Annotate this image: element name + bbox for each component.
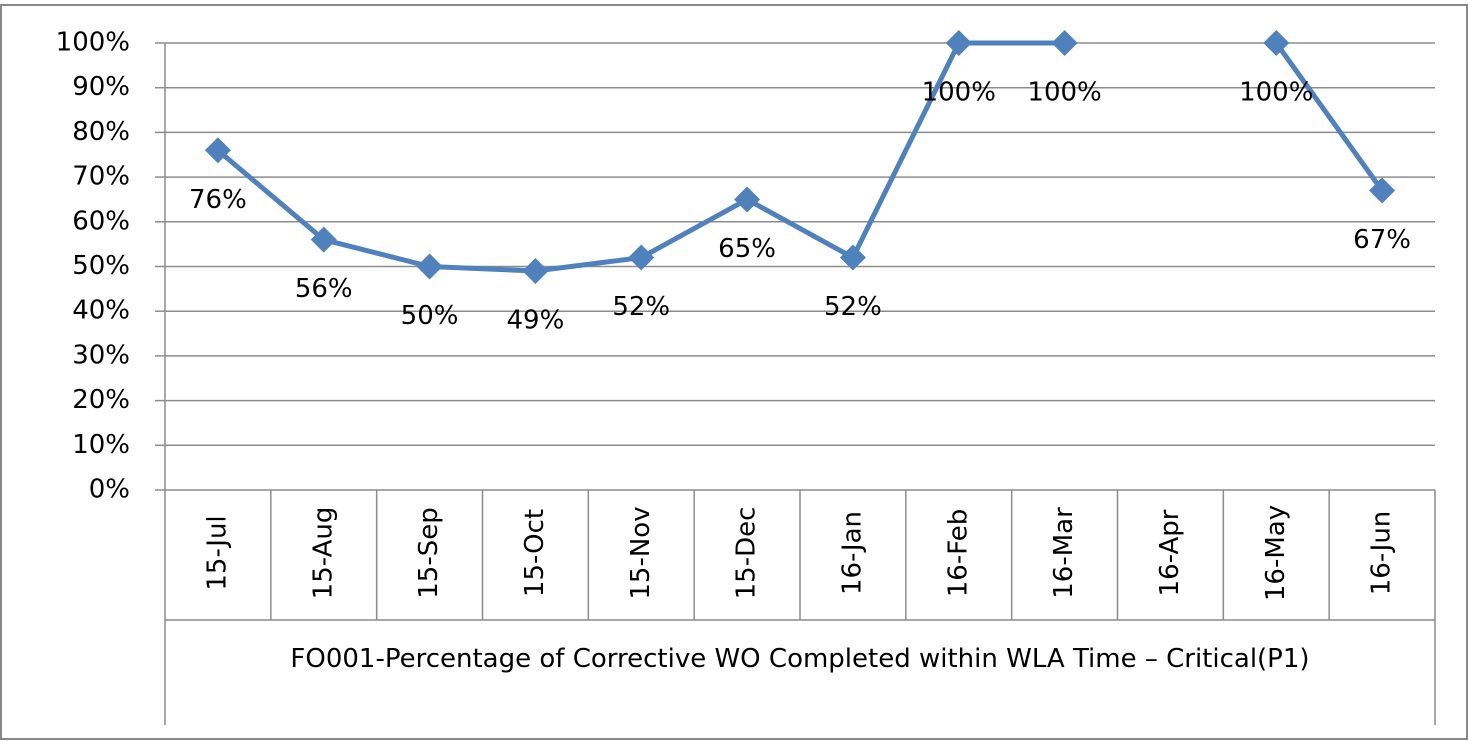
- data-label: 52%: [612, 292, 670, 322]
- data-label: 52%: [824, 292, 882, 322]
- x-axis-label: FO001-Percentage of Corrective WO Comple…: [290, 644, 1310, 674]
- marker: [734, 186, 761, 213]
- data-label: 50%: [401, 301, 459, 331]
- data-label: 76%: [189, 185, 247, 215]
- y-tick-label: 40%: [72, 296, 130, 326]
- y-tick-label: 100%: [56, 28, 130, 58]
- marker: [204, 137, 231, 164]
- y-tick-label: 0%: [89, 475, 130, 505]
- x-tick-label: 16-Apr: [1155, 509, 1185, 596]
- x-tick-label: 16-Jun: [1367, 511, 1397, 596]
- marker: [1263, 30, 1290, 56]
- x-tick-label: 16-Feb: [943, 509, 973, 598]
- marker: [945, 30, 972, 56]
- x-tick-label: 15-Sep: [414, 507, 444, 598]
- marker: [1369, 177, 1396, 204]
- data-label: 67%: [1353, 225, 1411, 255]
- x-tick-label: 15-Nov: [626, 506, 656, 599]
- marker: [522, 257, 549, 284]
- x-tick-label: 15-Oct: [520, 509, 550, 597]
- data-label: 100%: [1239, 78, 1313, 108]
- data-label: 49%: [507, 305, 565, 335]
- x-tick-label: 16-May: [1261, 505, 1291, 601]
- data-label: 100%: [922, 78, 996, 108]
- x-tick-label: 16-Jan: [837, 511, 867, 595]
- y-tick-label: 10%: [72, 430, 130, 460]
- data-label: 65%: [718, 234, 776, 264]
- marker: [416, 253, 443, 280]
- data-label: 56%: [295, 274, 353, 304]
- y-tick-label: 20%: [72, 385, 130, 415]
- marker: [1051, 30, 1078, 56]
- y-tick-label: 90%: [72, 72, 130, 102]
- x-tick-label: 15-Dec: [732, 507, 762, 600]
- marker: [839, 244, 866, 271]
- x-tick-label: 15-Jul: [202, 515, 232, 590]
- y-tick-label: 70%: [72, 162, 130, 192]
- x-tick-label: 15-Aug: [308, 507, 338, 600]
- y-tick-label: 60%: [72, 206, 130, 236]
- data-label: 100%: [1027, 78, 1101, 108]
- marker: [628, 244, 655, 271]
- y-tick-label: 30%: [72, 340, 130, 370]
- series-line: [216, 40, 1385, 274]
- y-tick-label: 80%: [72, 117, 130, 147]
- y-tick-label: 50%: [72, 251, 130, 281]
- marker: [310, 226, 337, 253]
- chart-frame: [0, 4, 1468, 740]
- x-tick-label: 16-Mar: [1049, 507, 1079, 599]
